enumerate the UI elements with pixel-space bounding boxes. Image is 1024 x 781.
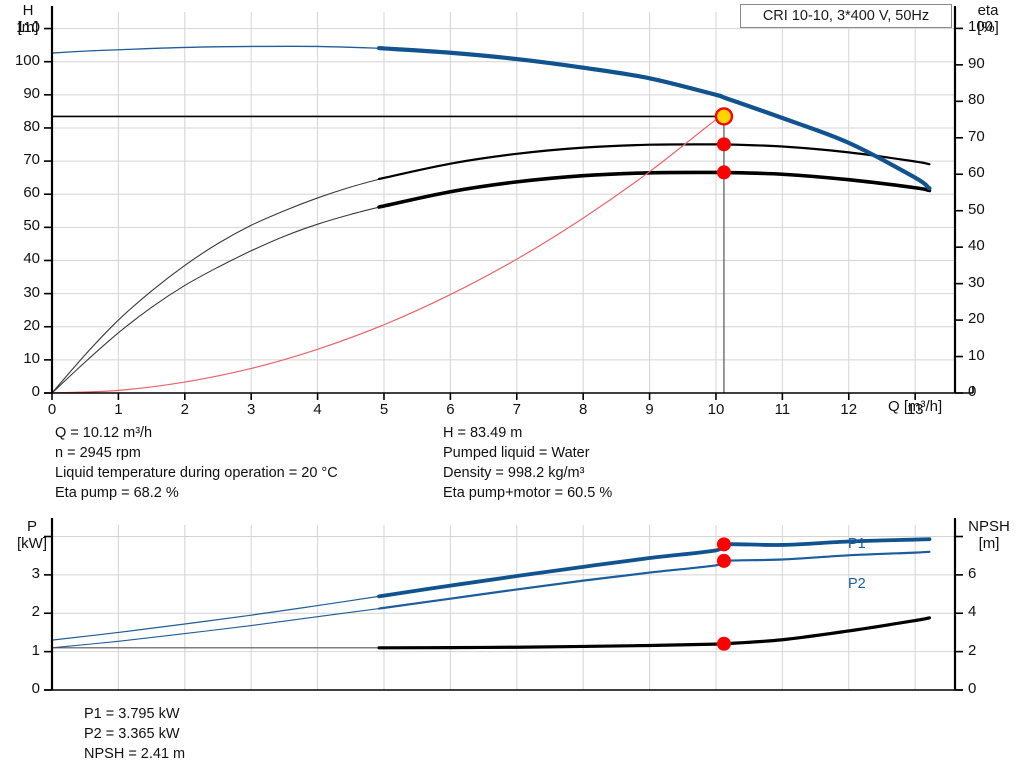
power-info-p2: P2 = 3.365 kW: [84, 726, 180, 742]
eta-axis-tick-label: 40: [968, 237, 985, 255]
q-axis-caption: Q [m³/h]: [888, 398, 978, 415]
h-axis-tick-label: 0: [31, 383, 40, 400]
q-axis-tick-label: 13: [906, 401, 924, 418]
eta-axis-tick-label: 100: [968, 18, 994, 36]
h-axis-tick-label: 20: [23, 316, 40, 334]
duty-info-liquid: Pumped liquid = Water: [443, 445, 590, 461]
h-axis-caption-symbol: H: [22, 2, 34, 19]
eta-axis-tick-label: 0: [968, 383, 977, 400]
npsh-axis-tick-label: 6: [968, 564, 977, 582]
p-axis-tick-label: 2: [31, 603, 40, 621]
duty-info-eta-pump-motor: Eta pump+motor = 60.5 %: [443, 485, 613, 501]
duty-point-marker: [714, 107, 734, 126]
p-axis-caption-symbol: P: [26, 518, 37, 535]
top-chart-group: [44, 6, 974, 400]
q-axis-tick-label: 10: [707, 401, 725, 418]
h-axis-tick-label: 30: [23, 283, 40, 301]
eta-axis-caption: eta [%]: [962, 2, 1014, 36]
q-axis-tick-label: 0: [47, 401, 57, 418]
h-axis-tick-label: 70: [23, 151, 40, 169]
duty-info-temperature: Liquid temperature during operation = 20…: [55, 465, 338, 481]
pump-model-title: CRI 10-10, 3*400 V, 50Hz: [762, 8, 930, 24]
npsh-axis-tick-label: 4: [968, 603, 977, 621]
p-axis-caption: P [kW]: [4, 518, 60, 552]
q-axis-tick-label: 1: [114, 401, 123, 418]
h-axis-tick-label: 40: [23, 250, 40, 268]
h-axis-tick-label: 50: [23, 217, 40, 235]
npsh-duty-dot: [716, 636, 731, 651]
bottom-chart-group: [44, 518, 963, 691]
q-axis-tick-label: 4: [313, 401, 322, 418]
npsh-axis-tick-label: 0: [968, 680, 977, 697]
eta-axis-caption-symbol: eta: [977, 2, 999, 19]
eta-pump-motor-duty-dot: [716, 165, 731, 180]
duty-info-q: Q = 10.12 m³/h: [55, 425, 153, 441]
h-axis-tick-label: 110: [16, 18, 40, 36]
p1-curve-thick: [377, 537, 932, 599]
eta-pump-motor-curve-thin: [51, 204, 389, 394]
q-axis-caption-text: Q [m³/h]: [888, 398, 943, 415]
eta-pump-motor-curve-thick: [377, 170, 932, 209]
eta-pump-curve-thick: [378, 143, 931, 181]
h-axis-caption-unit: [m]: [17, 19, 39, 36]
npsh-axis-tick-label: 2: [968, 641, 977, 659]
eta-axis-tick-label: 20: [968, 310, 985, 328]
eta-axis-tick-label: 10: [968, 346, 985, 364]
p2-series-label: P2: [848, 576, 866, 592]
eta-axis-tick-label: 90: [968, 54, 985, 72]
h-axis-tick-label: 10: [23, 349, 40, 367]
q-axis-tick-label: 7: [512, 401, 521, 418]
power-info-npsh: NPSH = 2.41 m: [84, 746, 186, 762]
p1-duty-dot: [716, 537, 731, 552]
head-eta-chart: [44, 6, 974, 400]
duty-info-eta-pump: Eta pump = 68.2 %: [55, 485, 179, 501]
duty-info-h: H = 83.49 m: [443, 425, 523, 441]
npsh-axis-caption-symbol: NPSH: [968, 518, 1010, 535]
eta-axis-tick-label: 50: [968, 200, 985, 218]
p-axis-caption-unit: [kW]: [17, 535, 47, 552]
eta-axis-tick-label: 70: [968, 127, 985, 145]
head-curve-thick: [377, 46, 932, 191]
eta-pump-duty-dot: [716, 137, 731, 152]
npsh-curve-thick: [377, 616, 932, 650]
npsh-axis-caption-unit: [m]: [978, 535, 1000, 552]
power-info-p1: P1 = 3.795 kW: [84, 706, 180, 722]
p-axis-tick-label: 0: [31, 680, 40, 697]
p1-curve-thin: [51, 594, 391, 641]
p-axis-tick-label: 1: [31, 641, 40, 659]
p2-duty-dot: [716, 553, 731, 568]
p2-curve-thick: [378, 550, 931, 610]
system-curve: [51, 114, 726, 394]
h-axis-tick-label: 90: [23, 84, 40, 102]
eta-pump-curve-thin: [51, 176, 389, 394]
eta-axis-caption-unit: [%]: [977, 19, 999, 36]
h-axis-tick-label: 60: [23, 184, 40, 202]
q-axis-tick-label: 9: [645, 401, 654, 418]
q-axis-tick-label: 6: [446, 401, 455, 418]
eta-axis-tick-label: 60: [968, 164, 985, 182]
q-axis-tick-label: 3: [247, 401, 256, 418]
npsh-axis-caption: NPSH [m]: [958, 518, 1020, 552]
pump-model-title-box: CRI 10-10, 3*400 V, 50Hz: [740, 4, 952, 28]
h-axis-tick-label: 100: [14, 51, 40, 69]
duty-info-n: n = 2945 rpm: [55, 445, 141, 461]
q-axis-tick-label: 2: [180, 401, 189, 418]
h-axis-caption: H [m]: [6, 2, 50, 36]
duty-info-density: Density = 998.2 kg/m³: [443, 465, 585, 481]
q-axis-tick-label: 5: [379, 401, 389, 418]
q-axis-tick-label: 12: [840, 401, 858, 418]
p-axis-tick-label: 3: [31, 564, 40, 582]
p1-series-label: P1: [848, 536, 866, 552]
eta-axis-tick-label: 30: [968, 273, 985, 291]
q-axis-tick-label: 8: [579, 401, 588, 418]
h-axis-tick-label: 80: [23, 117, 40, 135]
q-axis-tick-label: 11: [774, 401, 791, 418]
eta-axis-tick-label: 80: [968, 91, 985, 109]
